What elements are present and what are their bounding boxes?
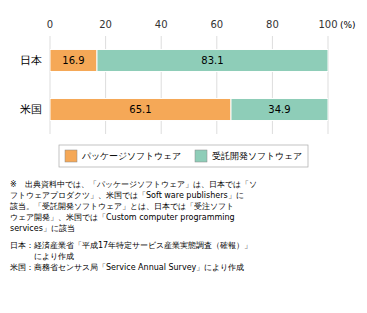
y-tick-label: 米国 (20, 103, 42, 116)
x-tick-label: 40 (155, 19, 168, 30)
x-tick-label: 100 (318, 19, 337, 30)
annotation: ※ 出典資料中では、「パッケージソフトウェア」は、日本では「ソフトウェアプロダク… (10, 180, 257, 233)
x-tick-label: 80 (266, 19, 279, 30)
chart: 0 20 40 60 80 100(%) 米国 日本 65.1 34.9 16.9 83.1 パッケージ… (0, 0, 367, 313)
x-tick-labels: 0 20 40 60 80 100 (47, 19, 338, 30)
grid (50, 36, 328, 134)
y-tick-label: 日本 (20, 54, 42, 67)
legend-frame (59, 145, 308, 167)
x-tick-label: 60 (210, 19, 223, 30)
legend-label: パッケージソフトウェア (81, 151, 181, 161)
legend-swatch (195, 150, 207, 162)
data-label: 83.1 (201, 55, 223, 66)
legend: パッケージソフトウェア 受託開発ソフトウェア (59, 145, 308, 167)
data-label: 65.1 (129, 104, 151, 115)
bar (231, 98, 328, 120)
x-tick-label: 20 (99, 19, 112, 30)
data-label: 34.9 (268, 104, 290, 115)
legend-label: 受託開発ソフトウェア (212, 151, 302, 161)
annotation: 日本：経済産業省「平成17年特定サービス産業実態調査（確報）」 により作成米国：… (10, 241, 252, 272)
data-label: 16.9 (62, 55, 84, 66)
bar (50, 98, 231, 120)
bar (50, 49, 97, 71)
bar (97, 49, 328, 71)
legend-swatch (65, 150, 77, 162)
x-axis-label: (%) (340, 20, 356, 30)
x-tick-label: 0 (47, 19, 53, 30)
bars (50, 49, 328, 120)
data-labels: 65.1 34.9 16.9 83.1 (62, 55, 290, 115)
